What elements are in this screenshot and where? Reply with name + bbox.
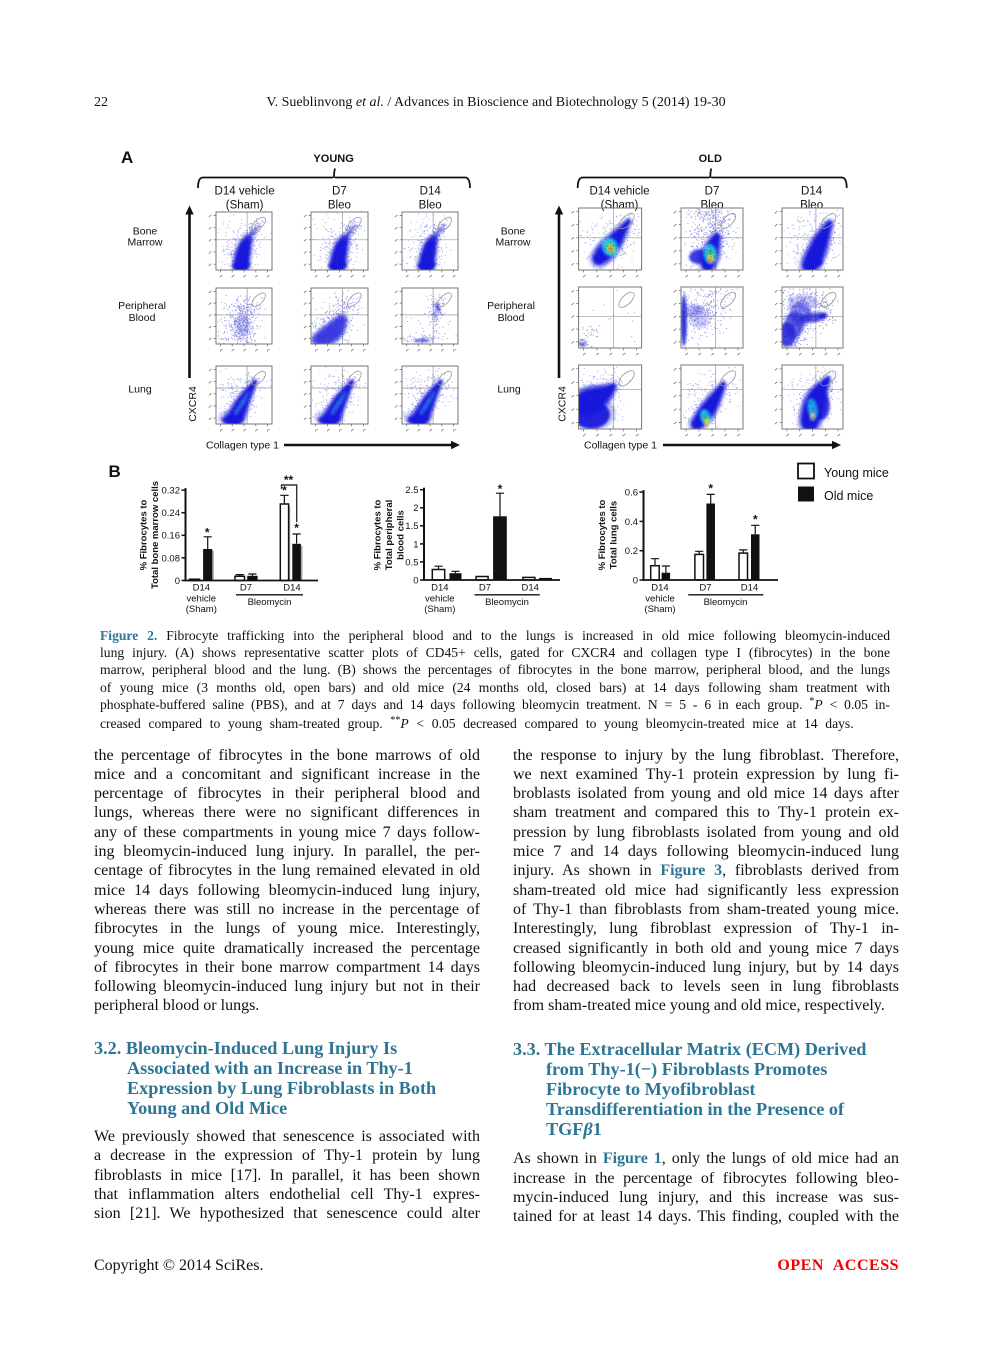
- svg-text:% Fibrocytes to: % Fibrocytes to: [139, 499, 150, 570]
- svg-text:OLD: OLD: [699, 153, 722, 165]
- svg-text:0.32: 0.32: [162, 486, 181, 497]
- svg-text:Bleo: Bleo: [328, 200, 351, 212]
- svg-text:D14: D14: [801, 186, 823, 198]
- svg-text:blood cells: blood cells: [396, 510, 407, 560]
- svg-text:% Fibrocytes to: % Fibrocytes to: [597, 499, 608, 570]
- svg-text:D14 vehicle: D14 vehicle: [215, 186, 275, 198]
- svg-text:D14: D14: [741, 583, 758, 594]
- svg-text:1: 1: [413, 539, 418, 550]
- svg-text:(Sham): (Sham): [186, 604, 217, 615]
- svg-text:*: *: [708, 482, 713, 496]
- svg-text:vehicle: vehicle: [645, 593, 675, 604]
- svg-text:(Sham): (Sham): [601, 200, 639, 212]
- svg-text:D14: D14: [521, 583, 538, 594]
- svg-text:Lung: Lung: [128, 384, 152, 396]
- svg-text:D14: D14: [283, 583, 300, 594]
- svg-text:*: *: [753, 513, 758, 527]
- svg-text:vehicle: vehicle: [425, 593, 455, 604]
- svg-text:0.6: 0.6: [625, 488, 638, 499]
- svg-text:D7: D7: [705, 186, 720, 198]
- svg-text:D14: D14: [651, 583, 668, 594]
- svg-text:Bleomycin: Bleomycin: [485, 597, 529, 608]
- svg-text:D7: D7: [332, 186, 347, 198]
- svg-text:YOUNG: YOUNG: [313, 153, 353, 165]
- svg-text:CXCR4: CXCR4: [187, 386, 199, 422]
- svg-text:D14: D14: [431, 583, 448, 594]
- svg-text:Total bone marrow cells: Total bone marrow cells: [150, 481, 161, 589]
- svg-text:(Sham): (Sham): [424, 604, 455, 615]
- svg-text:% Fibrocytes to: % Fibrocytes to: [373, 499, 384, 570]
- svg-text:*: *: [205, 526, 210, 540]
- svg-text:CXCR4: CXCR4: [557, 386, 569, 422]
- svg-text:0: 0: [633, 575, 638, 586]
- svg-text:Old mice: Old mice: [824, 489, 873, 503]
- svg-text:Bone: Bone: [501, 226, 526, 238]
- svg-text:*: *: [498, 482, 503, 496]
- svg-text:D14: D14: [420, 186, 442, 198]
- svg-text:D7: D7: [240, 583, 252, 594]
- svg-text:D7: D7: [699, 583, 711, 594]
- svg-text:Total peripheral: Total peripheral: [384, 500, 395, 571]
- svg-text:0.16: 0.16: [162, 531, 181, 542]
- svg-text:Bleo: Bleo: [800, 200, 823, 212]
- svg-text:0.4: 0.4: [625, 517, 638, 528]
- svg-text:Blood: Blood: [498, 312, 525, 324]
- svg-text:2.5: 2.5: [405, 485, 418, 496]
- svg-text:0: 0: [175, 576, 180, 587]
- svg-text:Collagen type 1: Collagen type 1: [584, 440, 657, 452]
- svg-text:0: 0: [413, 575, 418, 586]
- svg-text:0.24: 0.24: [162, 508, 181, 519]
- svg-text:Bone: Bone: [133, 226, 158, 238]
- svg-text:2: 2: [413, 503, 418, 514]
- svg-text:1.5: 1.5: [405, 521, 418, 532]
- svg-text:(Sham): (Sham): [226, 200, 264, 212]
- svg-text:Lung: Lung: [497, 384, 521, 396]
- svg-text:**: **: [284, 473, 294, 487]
- svg-text:Peripheral: Peripheral: [487, 300, 535, 312]
- svg-text:D14: D14: [193, 583, 210, 594]
- svg-text:vehicle: vehicle: [187, 593, 217, 604]
- svg-text:Total lung cells: Total lung cells: [609, 501, 620, 569]
- svg-text:0.2: 0.2: [625, 546, 638, 557]
- svg-text:Marrow: Marrow: [127, 237, 162, 249]
- svg-text:Blood: Blood: [129, 312, 156, 324]
- svg-text:Collagen type 1: Collagen type 1: [206, 440, 279, 452]
- svg-text:Bleo: Bleo: [419, 200, 442, 212]
- svg-text:Young mice: Young mice: [824, 466, 889, 480]
- svg-text:D14 vehicle: D14 vehicle: [589, 186, 649, 198]
- svg-text:Bleomycin: Bleomycin: [248, 597, 292, 608]
- svg-text:Peripheral: Peripheral: [118, 300, 166, 312]
- svg-text:D7: D7: [479, 583, 491, 594]
- svg-text:(Sham): (Sham): [644, 604, 675, 615]
- svg-text:*: *: [282, 484, 287, 498]
- svg-text:Bleomycin: Bleomycin: [704, 597, 748, 608]
- svg-text:0.5: 0.5: [405, 557, 418, 568]
- svg-text:B: B: [109, 462, 121, 481]
- svg-text:Bleo: Bleo: [700, 200, 723, 212]
- svg-text:*: *: [294, 521, 299, 535]
- svg-text:0.08: 0.08: [162, 553, 181, 564]
- svg-text:A: A: [121, 148, 133, 167]
- svg-text:Marrow: Marrow: [495, 237, 530, 249]
